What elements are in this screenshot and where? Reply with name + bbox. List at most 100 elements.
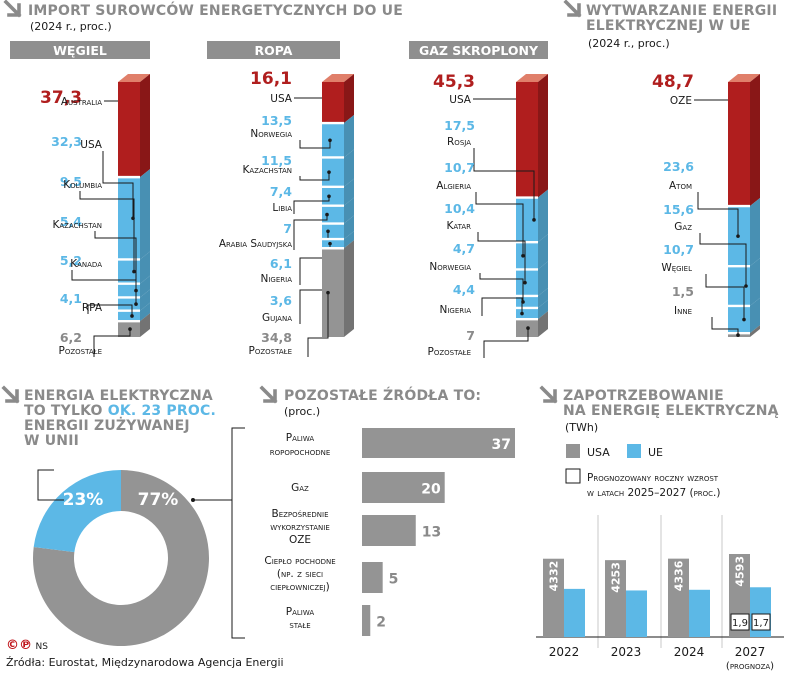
legend-growth-label-2: w latach 2025–2027 (proc.) xyxy=(587,487,721,499)
legend-growth-label-1: Prognozowany roczny wzrost xyxy=(587,472,719,484)
other-bar-1-label-0: Gaz xyxy=(291,482,309,494)
coal-segment-pozostałe-value: 6,2 xyxy=(60,330,82,345)
donut-slice-other xyxy=(32,470,210,647)
coal-segment-kazachstan-label: Kazachstan xyxy=(53,219,103,231)
lng-segment-rosja xyxy=(516,197,538,243)
gen-segment-węgiel-value: 10,7 xyxy=(663,242,694,257)
coal-segment-kazachstan-value: 5,4 xyxy=(60,214,82,229)
coal-segment-pozostałe-label: Pozostałe xyxy=(59,345,102,357)
other-bar-0-label-1: ropopochodne xyxy=(270,446,331,458)
bracket xyxy=(231,427,245,639)
other-sources-arrow-icon xyxy=(259,385,278,404)
coal-segment-rpa-side xyxy=(140,302,150,322)
oil-segment-kazachstan xyxy=(322,157,344,187)
other-bar-4-value: 2 xyxy=(376,615,386,631)
oil-segment-libia-side xyxy=(344,178,354,206)
demand-category-note-2027: (prognoza) xyxy=(726,661,774,672)
oil-segment-libia-value: 7,4 xyxy=(270,184,292,199)
coal-segment-kazachstan xyxy=(118,283,140,298)
oil-segment-nigeria-value: 6,1 xyxy=(270,256,292,271)
lng-segment-nigeria-side xyxy=(538,299,548,320)
other-bar-2-label-1: wykorzystanie xyxy=(270,521,330,533)
lng-segment-katar-leader xyxy=(477,232,526,283)
oil-segment-arabia-saudyjska-value: 7 xyxy=(283,221,292,236)
other-bar-3-label-1: (np. z sieci xyxy=(277,568,323,580)
gen-segment-gaz-leader-dot xyxy=(744,284,748,288)
other-bar-4 xyxy=(362,605,371,636)
oil-segment-kazachstan-leader-dot xyxy=(327,170,331,174)
other-bar-0-value: 37 xyxy=(492,437,511,453)
donut-gray-pointer-dot xyxy=(191,498,195,502)
gen-segment-inne-label: Inne xyxy=(674,305,692,317)
legend-ue-swatch xyxy=(627,444,641,458)
growth-box-usa-value: 1,9 xyxy=(732,618,748,629)
import-arrow-icon xyxy=(3,0,22,18)
demand-title-line1: ZAPOTRZEBOWANIE xyxy=(563,388,724,404)
lng-segment-pozostałe-label: Pozostałe xyxy=(428,346,471,358)
demand-bar-ue-2022-value: 2663 xyxy=(569,592,582,623)
oil-segment-nigeria-side xyxy=(344,215,354,240)
gen-segment-atom-leader xyxy=(697,192,739,237)
lng-segment-usa-label: USA xyxy=(449,94,472,106)
coal-segment-australia-side xyxy=(140,74,150,178)
oil-segment-libia-leader xyxy=(293,196,330,214)
demand-bar-usa-2027-value: 4593 xyxy=(734,556,747,587)
growth-box-ue xyxy=(751,613,771,631)
oil-segment-pozostałe-leader-dot xyxy=(326,290,330,295)
lng-segment-rosja-leader xyxy=(473,148,535,220)
share-title-line3: ENERGII ZUŻYWANEJ xyxy=(24,418,190,434)
demand-arrow-icon xyxy=(539,385,558,404)
demand-bar-ue-2027-value: 2752 xyxy=(755,590,768,621)
growth-box-ue-value: 1,7 xyxy=(753,618,769,629)
gen-segment-oze-label: OZE xyxy=(670,95,692,107)
gen-segment-gaz-value: 15,6 xyxy=(663,202,694,217)
lng-segment-katar-label: Katar xyxy=(446,220,471,232)
coal-segment-kanada xyxy=(118,297,140,311)
oil-segment-pozostałe-side xyxy=(344,240,354,337)
lng-title: GAZ SKROPLONY xyxy=(419,43,539,58)
other-bar-2-label-0: Bezpośrednie xyxy=(272,508,329,520)
oil-segment-norwegia-side xyxy=(344,115,354,158)
oil-segment-pozostałe-label: Pozostałe xyxy=(249,345,292,357)
oil-segment-libia xyxy=(322,186,344,206)
other-bar-3-label-0: Ciepło pochodne xyxy=(264,555,335,567)
gen-segment-inne-side xyxy=(750,325,760,337)
gen-segment-atom-side xyxy=(750,198,760,267)
lng-segment-norwegia-leader xyxy=(479,273,524,302)
sources-note: Źródła: Eurostat, Międzynarodowa Agencja… xyxy=(6,656,284,669)
coal-segment-usa-side xyxy=(140,169,150,260)
oil-segment-nigeria-leader-dot xyxy=(326,229,330,234)
coal-segment-usa-label: USA xyxy=(80,139,103,151)
demand-bar-usa-2024 xyxy=(668,558,689,637)
oil-segment-norwegia-value: 13,5 xyxy=(261,113,292,128)
oil-segment-nigeria-label: Nigeria xyxy=(261,273,293,285)
lng-segment-norwegia xyxy=(516,295,538,308)
gen-segment-atom-leader-dot xyxy=(736,234,740,238)
donut-label-electricity: 23% xyxy=(63,490,104,510)
other-bar-2-value: 13 xyxy=(422,525,441,541)
oil-segment-norwegia-leader-dot xyxy=(328,138,332,143)
demand-bar-usa-2023-value: 4253 xyxy=(610,562,623,593)
coal-segment-kazachstan-side xyxy=(140,275,150,298)
lng-segment-norwegia-side xyxy=(538,287,548,308)
oil-segment-kazachstan-leader xyxy=(299,172,330,181)
oil-segment-arabia-saudyjska-leader-dot xyxy=(325,212,329,217)
lng-segment-usa-value: 45,3 xyxy=(433,72,475,92)
gen-segment-inne-leader-dot xyxy=(736,333,740,337)
lng-segment-algieria-label: Algieria xyxy=(436,180,471,192)
lng-segment-algieria-leader xyxy=(475,192,524,256)
lng-segment-nigeria-leader-dot xyxy=(520,311,524,316)
demand-bar-ue-2024-value: 2613 xyxy=(694,593,707,624)
lng-segment-usa-side xyxy=(538,74,548,198)
other-sources-subtitle: (proc.) xyxy=(284,405,321,418)
oil-segment-kazachstan-label: Kazachstan xyxy=(243,164,293,176)
coal-segment-rpa-value: 4,1 xyxy=(60,291,82,306)
oil-segment-pozostałe-value: 34,8 xyxy=(261,330,292,345)
gen-segment-inne-leader xyxy=(711,317,739,336)
coal-segment-kanada-leader xyxy=(71,270,137,305)
coal-segment-rpa-leader xyxy=(87,304,133,316)
coal-bar-top xyxy=(118,74,150,82)
other-sources-title: POZOSTAŁE ŹRÓDŁA TO: xyxy=(284,388,482,404)
legend-usa-label: USA xyxy=(587,446,610,459)
legend-growth-swatch xyxy=(565,468,581,484)
